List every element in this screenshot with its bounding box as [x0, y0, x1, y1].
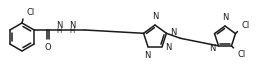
Text: N: N — [209, 44, 216, 53]
Text: Cl: Cl — [237, 50, 246, 59]
Text: N: N — [165, 43, 171, 52]
Text: Cl: Cl — [26, 8, 34, 17]
Text: N: N — [56, 21, 62, 30]
Text: O: O — [45, 43, 51, 52]
Text: Cl: Cl — [241, 21, 250, 30]
Text: N: N — [170, 28, 177, 37]
Text: H: H — [57, 28, 62, 34]
Text: N: N — [69, 21, 75, 30]
Text: N: N — [152, 12, 158, 21]
Text: H: H — [69, 28, 75, 34]
Text: N: N — [222, 13, 228, 22]
Text: N: N — [144, 51, 150, 60]
